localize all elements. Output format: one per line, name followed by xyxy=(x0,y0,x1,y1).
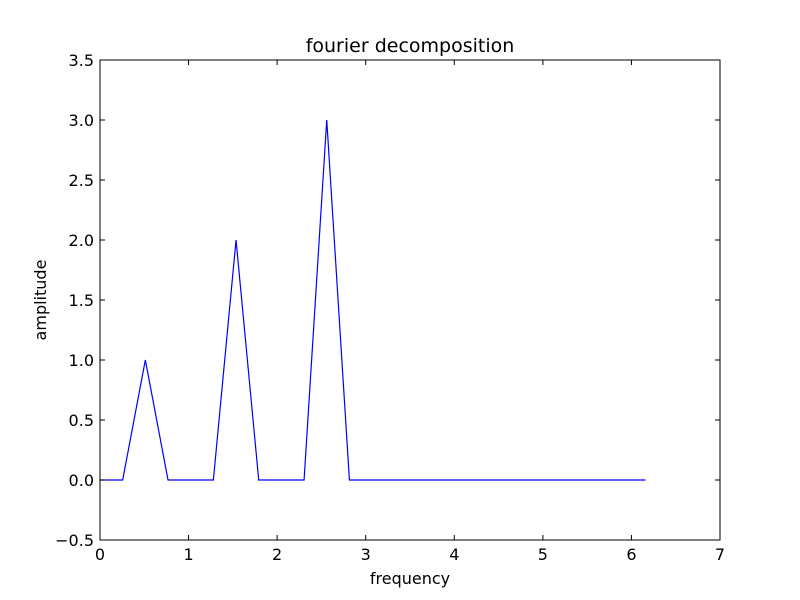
y-axis-label: amplitude xyxy=(31,260,50,341)
y-tick-label: 1.5 xyxy=(69,291,94,310)
x-axis-label: frequency xyxy=(370,569,450,588)
y-tick-label: 3.0 xyxy=(69,111,94,130)
x-tick-label: 4 xyxy=(449,545,459,564)
y-tick-label: 0.5 xyxy=(69,411,94,430)
series-line-0 xyxy=(100,119,646,481)
tick-layer: 0 1 2 3 4 5 6 7 −0.5 0.0 0.5 1.0 1.5 2.0 2.5 3.0 3.5 xyxy=(55,51,725,564)
y-tick-label: 2.0 xyxy=(69,231,94,250)
y-tick-label: 2.5 xyxy=(69,171,94,190)
x-tick-label: 0 xyxy=(95,545,105,564)
x-tick-label: 1 xyxy=(183,545,193,564)
x-tick-label: 5 xyxy=(538,545,548,564)
y-tick-label: −0.5 xyxy=(55,531,94,550)
y-tick-label: 0.0 xyxy=(69,471,94,490)
plot-frame xyxy=(99,59,721,541)
plot-layer xyxy=(100,119,646,481)
x-tick-label: 2 xyxy=(272,545,282,564)
x-tick-label: 3 xyxy=(361,545,371,564)
x-tick-label: 7 xyxy=(715,545,725,564)
chart-title: fourier decomposition xyxy=(306,35,515,57)
y-tick-label: 1.0 xyxy=(69,351,94,370)
y-tick-label: 3.5 xyxy=(69,51,94,70)
x-tick-label: 6 xyxy=(626,545,636,564)
